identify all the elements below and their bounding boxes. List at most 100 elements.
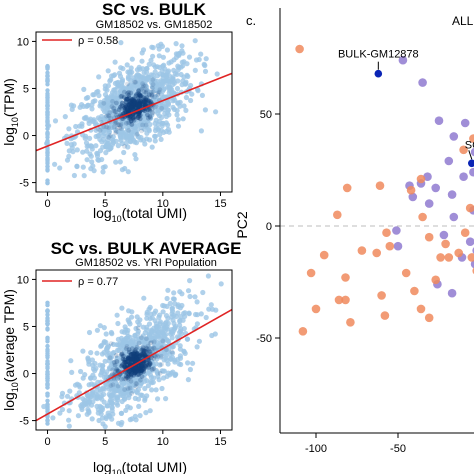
panel2-dense-point [142, 353, 148, 358]
panel2-point [140, 333, 146, 339]
panel1-point [128, 65, 134, 71]
panel2-point [117, 344, 123, 350]
panel2-zero-umi-point [45, 364, 50, 370]
panel2-point [160, 322, 167, 328]
panel2-point [149, 359, 155, 365]
panel1-point [117, 93, 123, 99]
panel2-dense-point [109, 371, 115, 377]
panel2-dense-point [122, 387, 127, 392]
panel2-dense-point [120, 356, 126, 362]
panel1-dense-point [137, 116, 143, 122]
panel1-dense-point [126, 90, 132, 95]
pca-point-orange [319, 250, 329, 260]
panel1-dense-point [121, 95, 127, 100]
panel2-point [78, 403, 84, 409]
panel1-point [74, 147, 80, 153]
panel1-point [180, 116, 186, 122]
panel1-dense-point [137, 92, 143, 98]
panel2-dense-point [155, 354, 161, 359]
panel2-x-axis-label: log10(total UMI) [93, 459, 187, 474]
pca-point-orange [454, 248, 464, 258]
panel2-point [141, 295, 147, 301]
panel1-subtitle: GM18502 vs. GM18502 [96, 19, 213, 31]
panel1-x-tick-label: 10 [157, 198, 169, 210]
panel2-point [169, 314, 175, 320]
pca-point-orange [441, 239, 450, 249]
panel1-dense-point [144, 87, 150, 93]
pca-point-orange [357, 246, 367, 255]
panel1-point [142, 141, 148, 147]
panel1-dense-point [148, 99, 154, 105]
panel2-point [105, 343, 112, 349]
panel2-dense-point [133, 381, 139, 386]
pca-point-orange [436, 253, 445, 262]
panel1-point [195, 88, 201, 94]
panel2-dense-point [128, 378, 134, 384]
panel2-zero-umi-point [45, 312, 50, 317]
panel2-point [139, 373, 145, 379]
panel2-dense-point [114, 359, 120, 364]
panel2-point [144, 309, 150, 315]
panel1-point [153, 98, 159, 104]
panel1-point [124, 62, 130, 68]
panel1-point [163, 113, 169, 120]
panel2-dense-point [146, 358, 152, 363]
panel1-dense-point [146, 92, 152, 97]
panel2-point [194, 299, 200, 305]
panel2-dense-point [149, 346, 155, 352]
panel1-zero-umi-point [45, 140, 50, 146]
panel2-dense-point [153, 354, 158, 359]
panel2-point [142, 397, 148, 403]
panel1-zero-umi-point [45, 132, 50, 137]
panel1-point [145, 99, 151, 105]
panel2-point [187, 278, 193, 284]
panel1-dense-point [150, 77, 156, 83]
panel1-point [198, 128, 204, 134]
panel3-label: c. [246, 13, 256, 28]
panel1-point [97, 116, 103, 122]
panel2-dense-point [128, 352, 134, 358]
panel1-point [96, 132, 102, 139]
panel2-y-tick-label: 5 [23, 321, 29, 333]
panel1-dense-point [126, 120, 132, 125]
panel2-y-tick-label: -5 [19, 416, 29, 428]
pca-point-orange [306, 268, 316, 278]
panel1-point [118, 135, 124, 141]
panel2-dense-point [144, 346, 149, 352]
panel1-dense-point [135, 95, 141, 101]
pca-point-purple [447, 288, 457, 298]
panel2-point [135, 346, 141, 352]
panel2-zero-umi-point [45, 414, 50, 419]
panel1-dense-point [135, 115, 141, 120]
panel1-point [137, 66, 143, 72]
pca-point-purple [470, 147, 474, 157]
panel1-dense-point [136, 91, 141, 96]
panel2-point [143, 410, 149, 416]
panel1-point [84, 103, 90, 109]
panel2-point [205, 273, 211, 279]
panel1-dense-point [108, 133, 113, 138]
panel2-dense-point [124, 375, 129, 380]
panel1-point [112, 90, 118, 96]
panel1-dense-point [149, 94, 155, 99]
panel1-zero-umi-point [45, 123, 50, 128]
panel1-point [127, 118, 133, 124]
panel2-point [64, 393, 71, 399]
panel1-point [139, 58, 145, 64]
panel2-point [67, 388, 73, 394]
panel1-dense-point [104, 113, 109, 119]
panel1-dense-point [119, 103, 125, 109]
panel1-point [121, 149, 127, 156]
panel2-point [125, 373, 132, 379]
panel1-point [83, 95, 89, 101]
panel1-dense-point [129, 122, 135, 127]
panel1-point [192, 38, 198, 44]
pca-point-purple [418, 78, 427, 87]
pca-point-orange [431, 275, 441, 285]
panel1-point [159, 114, 165, 120]
panel1-dense-point [118, 126, 124, 131]
panel2-point [102, 358, 108, 364]
pca-point-purple [398, 55, 408, 65]
panel2-dense-point [127, 385, 133, 391]
panel2-point [82, 372, 88, 378]
